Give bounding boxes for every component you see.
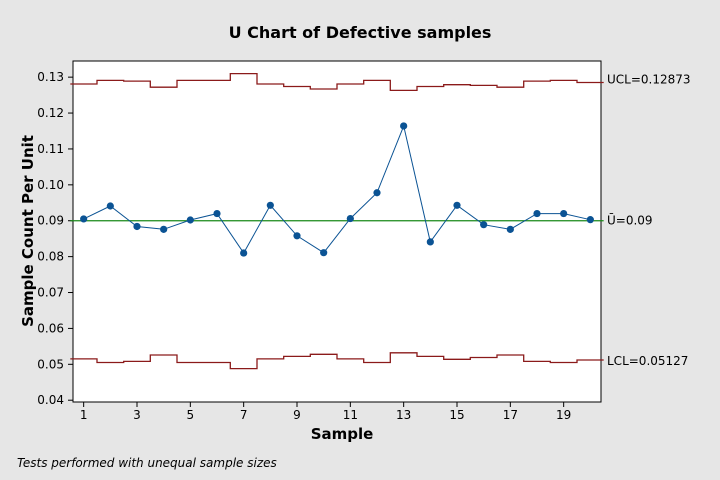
x-tick-label: 17 (503, 408, 518, 422)
x-axis: 1 3 5 7 9 11 13 15 17 19 (80, 402, 571, 422)
y-tick-label: 0.11 (37, 142, 64, 156)
y-tick-label: 0.06 (37, 321, 64, 335)
x-tick-label: 19 (556, 408, 571, 422)
x-tick-label: 5 (187, 408, 195, 422)
y-tick-label: 0.07 (37, 286, 64, 300)
data-point (453, 201, 461, 209)
data-point (400, 122, 408, 130)
data-point (80, 215, 88, 223)
x-tick-label: 1 (80, 408, 88, 422)
y-tick-label: 0.04 (37, 393, 64, 407)
data-point (426, 238, 434, 246)
x-axis-label: Sample (311, 425, 374, 443)
data-point (106, 202, 114, 210)
plot-area (72, 60, 602, 403)
data-point (346, 214, 354, 223)
chart-title: U Chart of Defective samples (229, 23, 492, 42)
data-point (373, 189, 381, 197)
ucl-label: UCL=0.12873 (607, 73, 691, 87)
footnote: Tests performed with unequal sample size… (17, 456, 277, 470)
data-point (266, 201, 274, 209)
data-series (80, 122, 594, 257)
x-tick-label: 7 (240, 408, 248, 422)
lcl-label: LCL=0.05127 (607, 354, 688, 368)
series-line (83, 124, 591, 254)
y-tick-label: 0.12 (37, 106, 64, 120)
y-tick-label: 0.09 (37, 214, 64, 228)
reference-labels: UCL=0.12873 Ū=0.09 LCL=0.05127 (607, 73, 691, 368)
x-tick-label: 13 (396, 408, 411, 422)
y-tick-label: 0.10 (37, 178, 64, 192)
data-point (560, 209, 568, 218)
y-tick-label: 0.08 (37, 250, 64, 264)
data-point (186, 216, 194, 224)
data-point (293, 232, 301, 240)
control-limits (70, 72, 604, 370)
y-axis-label: Sample Count Per Unit (19, 135, 37, 327)
ucl-line (70, 72, 604, 92)
x-tick-label: 15 (449, 408, 464, 422)
data-point (213, 209, 221, 218)
center-line-label: Ū=0.09 (607, 214, 653, 228)
data-point (506, 225, 514, 233)
y-tick-label: 0.13 (37, 70, 64, 84)
data-point (133, 222, 141, 231)
data-point (480, 221, 488, 229)
data-point (160, 225, 168, 233)
x-tick-label: 3 (133, 408, 141, 422)
data-point (320, 249, 328, 257)
x-tick-label: 11 (343, 408, 358, 422)
data-point (586, 216, 594, 224)
y-tick-label: 0.05 (37, 357, 64, 371)
data-point (240, 249, 248, 257)
y-axis: 0.04 0.05 0.06 0.07 0.08 0.09 0.10 0.11 0.12 0.13 (37, 70, 73, 407)
data-point (533, 209, 541, 218)
lcl-line (70, 352, 604, 370)
x-tick-label: 9 (293, 408, 301, 422)
